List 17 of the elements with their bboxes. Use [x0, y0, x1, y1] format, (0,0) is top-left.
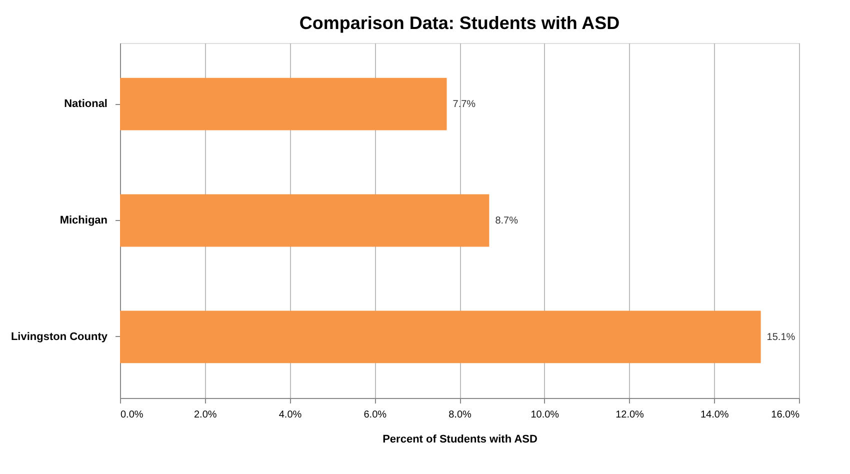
x-tick-label: 16.0%: [771, 410, 800, 420]
x-tick-label: 10.0%: [530, 410, 560, 420]
x-tick-label: 4.0%: [278, 410, 302, 420]
x-tick-label: 2.0%: [194, 410, 217, 420]
x-tick-label: 14.0%: [700, 410, 729, 420]
data-label: 7.7%: [452, 99, 476, 110]
x-tick-label: 6.0%: [364, 410, 387, 420]
y-tick-label: Michigan: [60, 214, 108, 226]
x-tick-label: 12.0%: [616, 410, 644, 420]
chart-title: Comparison Data: Students with ASD: [299, 13, 620, 33]
x-axis-title: Percent of Students with ASD: [382, 434, 538, 446]
data-label: 8.7%: [495, 216, 518, 226]
y-tick-label: Livingston County: [10, 330, 108, 343]
x-tick-label: 0.0%: [120, 410, 144, 420]
x-tick-label: 8.0%: [448, 410, 472, 420]
y-tick-label: National: [64, 98, 108, 110]
data-label: 15.1%: [766, 332, 796, 343]
